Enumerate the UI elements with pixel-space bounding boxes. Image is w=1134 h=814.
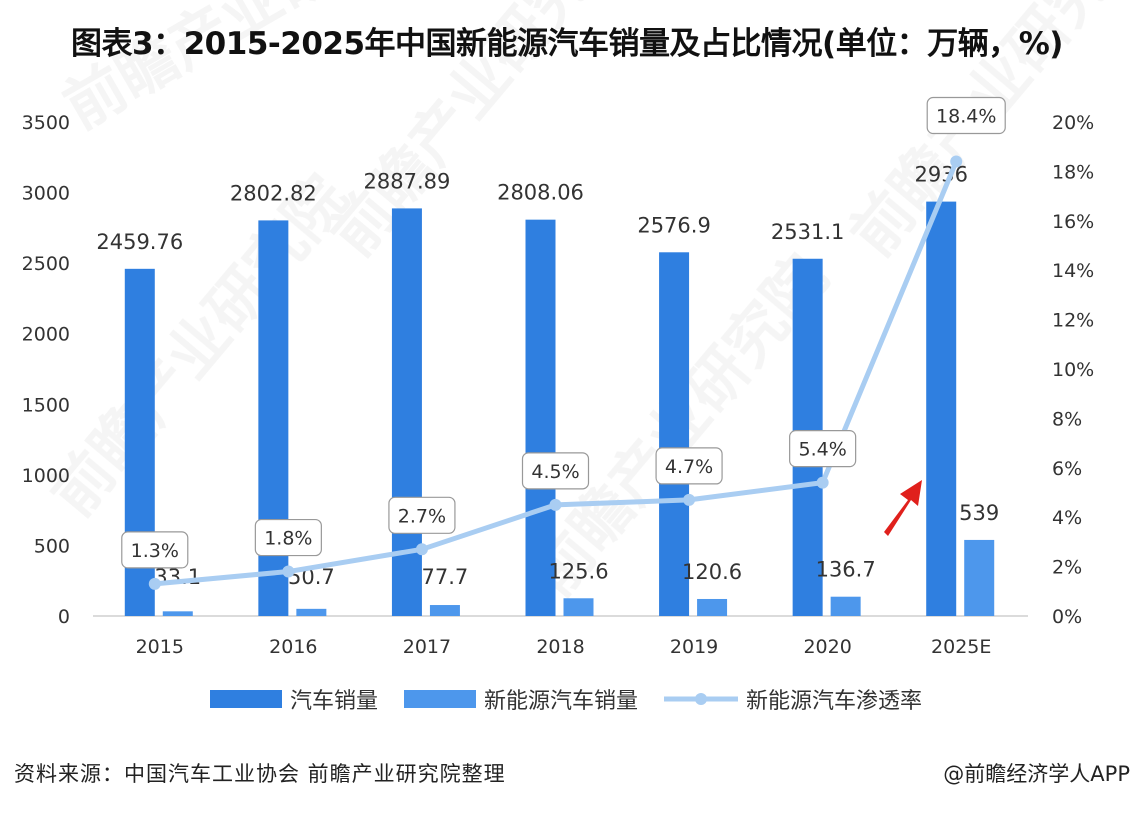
penetration-label-box bbox=[254, 518, 322, 557]
x-tick: 2025E bbox=[931, 636, 991, 658]
bar-car-sales bbox=[258, 220, 289, 616]
penetration-label: 5.4% bbox=[799, 439, 847, 461]
bar-label-car-sales: 2576.9 bbox=[637, 213, 710, 237]
y-right-tick: 14% bbox=[1052, 260, 1094, 282]
penetration-point bbox=[816, 476, 829, 489]
axes: 0 500 1000 1500 2000 2500 3000 3500 0% 2% 4% 6% 8% 10… bbox=[22, 112, 1095, 658]
x-tick: 2020 bbox=[803, 636, 851, 658]
bar-label-nev-sales: 136.7 bbox=[816, 558, 876, 582]
y-right-tick: 0% bbox=[1052, 606, 1082, 628]
bar-nev-sales bbox=[162, 611, 193, 616]
y-left-tick: 3500 bbox=[22, 112, 70, 134]
bar-car-sales bbox=[926, 201, 957, 617]
y-left-tick: 0 bbox=[58, 606, 70, 628]
penetration-point bbox=[282, 565, 295, 578]
bar-label-nev-sales: 120.6 bbox=[682, 560, 742, 584]
legend-label-nev-sales: 新能源汽车销量 bbox=[484, 689, 638, 714]
y-left-tick: 3000 bbox=[22, 183, 70, 205]
x-tick: 2017 bbox=[403, 636, 451, 658]
penetration-point bbox=[549, 498, 562, 511]
legend-swatch-nev-sales bbox=[404, 690, 476, 708]
y-right-tick: 2% bbox=[1052, 557, 1082, 579]
watermark-text: 前瞻产业研究院 bbox=[53, 0, 452, 143]
penetration-label-box bbox=[926, 96, 1006, 135]
y-left-tick: 1500 bbox=[22, 394, 70, 416]
y-right-tick: 20% bbox=[1052, 112, 1094, 134]
penetration-point bbox=[683, 493, 696, 506]
y-right-tick: 10% bbox=[1052, 359, 1094, 381]
bar-label-nev-sales: 77.7 bbox=[422, 565, 469, 589]
penetration-label: 4.7% bbox=[665, 456, 713, 478]
penetration-label-box bbox=[388, 496, 456, 534]
penetration-label-box bbox=[121, 531, 189, 569]
penetration-label: 18.4% bbox=[936, 106, 996, 128]
y-left-tick: 1000 bbox=[22, 465, 70, 487]
y-right-tick: 8% bbox=[1052, 408, 1082, 430]
penetration-label-box bbox=[521, 452, 590, 490]
bar-label-nev-sales: 125.6 bbox=[548, 559, 608, 583]
x-tick: 2016 bbox=[269, 636, 317, 658]
bar-label-nev-sales: 539 bbox=[959, 501, 999, 525]
y-right-tick: 12% bbox=[1052, 310, 1094, 332]
x-tick: 2019 bbox=[670, 636, 718, 658]
chart-title: 图表3：2015-2025年中国新能源汽车销量及占比情况(单位：万辆，%) bbox=[71, 26, 1063, 62]
y-right-tick: 6% bbox=[1052, 458, 1082, 480]
x-tick: 2018 bbox=[536, 636, 584, 658]
bar-car-sales bbox=[525, 219, 556, 616]
bar-nev-sales bbox=[697, 598, 728, 616]
bar-label-car-sales: 2887.89 bbox=[364, 169, 451, 193]
penetration-point bbox=[415, 543, 428, 556]
watermark-text: 前瞻产业研究院 bbox=[318, 0, 642, 270]
penetration-label: 2.7% bbox=[398, 505, 446, 527]
penetration-label: 1.8% bbox=[264, 528, 312, 550]
legend-label-car-sales: 汽车销量 bbox=[290, 689, 378, 714]
bar-nev-sales bbox=[429, 605, 460, 616]
bar-nev-sales bbox=[296, 608, 327, 616]
bar-car-sales bbox=[659, 252, 690, 616]
legend-marker-penetration bbox=[695, 693, 707, 705]
penetration-label-box bbox=[789, 430, 857, 468]
source-note: 资料来源：中国汽车工业协会 前瞻产业研究院整理 bbox=[14, 762, 506, 786]
red-arrow-icon bbox=[884, 480, 922, 536]
legend: 汽车销量 新能源汽车销量 新能源汽车渗透率 bbox=[210, 689, 922, 714]
bar-nev-sales bbox=[830, 596, 861, 616]
penetration-line: 1.3% 1.8% 2.7% 4.5% 4.7% 5.4% 18.4% bbox=[121, 96, 1006, 590]
legend-swatch-car-sales bbox=[210, 690, 282, 708]
bar-label-car-sales: 2531.1 bbox=[771, 220, 844, 244]
penetration-label: 1.3% bbox=[131, 540, 179, 562]
y-right-tick: 4% bbox=[1052, 507, 1082, 529]
legend-label-penetration: 新能源汽车渗透率 bbox=[746, 689, 922, 714]
y-left-tick: 2500 bbox=[22, 253, 70, 275]
penetration-point bbox=[148, 577, 161, 590]
bar-label-car-sales: 2802.82 bbox=[230, 181, 317, 205]
penetration-label-box bbox=[655, 447, 723, 485]
y-left-tick: 500 bbox=[34, 535, 70, 557]
penetration-label: 4.5% bbox=[531, 461, 579, 483]
bar-label-car-sales: 2808.06 bbox=[497, 181, 584, 205]
y-right-tick: 16% bbox=[1052, 211, 1094, 233]
y-left-tick: 2000 bbox=[22, 324, 70, 346]
y-right-tick: 18% bbox=[1052, 161, 1094, 183]
bar-nev-sales bbox=[964, 539, 995, 616]
bar-label-car-sales: 2459.76 bbox=[96, 230, 183, 254]
x-tick: 2015 bbox=[136, 636, 184, 658]
bar-nev-sales bbox=[563, 598, 594, 616]
credit: @前瞻经济学人APP bbox=[943, 762, 1130, 786]
watermark-text: 前瞻产业研究院 bbox=[38, 163, 362, 530]
penetration-point bbox=[950, 155, 963, 168]
